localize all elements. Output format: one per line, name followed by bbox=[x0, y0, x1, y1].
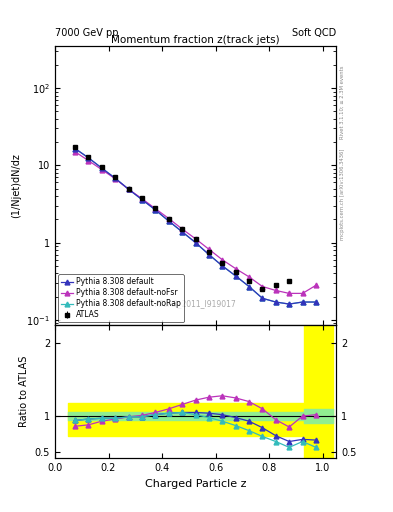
Pythia 8.308 default-noFsr bbox=[73, 148, 77, 155]
Pythia 8.308 default bbox=[300, 299, 305, 305]
Pythia 8.308 default bbox=[166, 218, 171, 224]
Pythia 8.308 default-noFsr bbox=[140, 196, 144, 202]
Line: Pythia 8.308 default-noFsr: Pythia 8.308 default-noFsr bbox=[73, 150, 318, 296]
Text: 7000 GeV pp: 7000 GeV pp bbox=[55, 28, 119, 38]
Pythia 8.308 default-noRap bbox=[300, 299, 305, 305]
Pythia 8.308 default-noFsr bbox=[113, 176, 118, 182]
Pythia 8.308 default-noRap bbox=[180, 229, 184, 235]
Pythia 8.308 default-noFsr bbox=[126, 186, 131, 193]
Pythia 8.308 default bbox=[73, 145, 77, 152]
Pythia 8.308 default bbox=[314, 299, 318, 305]
Pythia 8.308 default bbox=[113, 175, 118, 181]
Y-axis label: (1/Njet)dN/dz: (1/Njet)dN/dz bbox=[11, 153, 21, 218]
Pythia 8.308 default-noFsr bbox=[166, 216, 171, 222]
Pythia 8.308 default-noFsr bbox=[247, 274, 252, 280]
Pythia 8.308 default bbox=[126, 186, 131, 193]
Pythia 8.308 default-noFsr bbox=[153, 206, 158, 212]
Pythia 8.308 default-noRap bbox=[153, 207, 158, 213]
Pythia 8.308 default-noRap bbox=[207, 251, 211, 258]
Pythia 8.308 default bbox=[86, 155, 91, 161]
Pythia 8.308 default-noRap bbox=[314, 299, 318, 305]
Pythia 8.308 default bbox=[247, 284, 252, 290]
Pythia 8.308 default-noFsr bbox=[287, 290, 292, 296]
Pythia 8.308 default bbox=[260, 295, 265, 302]
Pythia 8.308 default bbox=[153, 207, 158, 213]
Pythia 8.308 default-noFsr bbox=[300, 290, 305, 296]
Title: Momentum fraction z(track jets): Momentum fraction z(track jets) bbox=[111, 35, 280, 45]
Pythia 8.308 default-noRap bbox=[260, 295, 265, 302]
Pythia 8.308 default bbox=[287, 301, 292, 307]
Pythia 8.308 default-noRap bbox=[140, 197, 144, 203]
Pythia 8.308 default-noRap bbox=[86, 155, 91, 161]
Line: Pythia 8.308 default-noRap: Pythia 8.308 default-noRap bbox=[73, 146, 318, 307]
Pythia 8.308 default-noFsr bbox=[274, 287, 278, 293]
Pythia 8.308 default bbox=[233, 273, 238, 279]
Pythia 8.308 default-noFsr bbox=[207, 246, 211, 252]
Pythia 8.308 default-noRap bbox=[166, 218, 171, 224]
Pythia 8.308 default bbox=[140, 197, 144, 203]
Pythia 8.308 default-noRap bbox=[220, 263, 225, 269]
Text: mcplots.cern.ch [arXiv:1306.3436]: mcplots.cern.ch [arXiv:1306.3436] bbox=[340, 149, 345, 240]
Line: Pythia 8.308 default: Pythia 8.308 default bbox=[73, 146, 318, 307]
Pythia 8.308 default bbox=[220, 263, 225, 269]
X-axis label: Charged Particle z: Charged Particle z bbox=[145, 479, 246, 488]
Pythia 8.308 default-noRap bbox=[247, 284, 252, 290]
Pythia 8.308 default bbox=[193, 240, 198, 246]
Pythia 8.308 default-noFsr bbox=[86, 158, 91, 164]
Y-axis label: Ratio to ATLAS: Ratio to ATLAS bbox=[19, 356, 29, 428]
Pythia 8.308 default-noFsr bbox=[260, 284, 265, 290]
Text: Rivet 3.1.10; ≥ 2.3M events: Rivet 3.1.10; ≥ 2.3M events bbox=[340, 66, 345, 139]
Pythia 8.308 default-noFsr bbox=[99, 166, 104, 173]
Text: Soft QCD: Soft QCD bbox=[292, 28, 336, 38]
Pythia 8.308 default-noRap bbox=[126, 186, 131, 193]
Pythia 8.308 default-noRap bbox=[287, 301, 292, 307]
Legend: Pythia 8.308 default, Pythia 8.308 default-noFsr, Pythia 8.308 default-noRap, AT: Pythia 8.308 default, Pythia 8.308 defau… bbox=[58, 274, 184, 322]
Pythia 8.308 default-noRap bbox=[193, 240, 198, 246]
Pythia 8.308 default bbox=[274, 299, 278, 305]
Pythia 8.308 default-noFsr bbox=[314, 282, 318, 288]
Pythia 8.308 default-noRap bbox=[233, 273, 238, 279]
Pythia 8.308 default bbox=[207, 251, 211, 258]
Pythia 8.308 default-noFsr bbox=[180, 226, 184, 232]
Pythia 8.308 default-noRap bbox=[113, 175, 118, 181]
Pythia 8.308 default-noRap bbox=[99, 165, 104, 171]
Pythia 8.308 default-noRap bbox=[274, 299, 278, 305]
Pythia 8.308 default bbox=[180, 229, 184, 235]
Pythia 8.308 default-noFsr bbox=[233, 266, 238, 272]
Pythia 8.308 default bbox=[99, 165, 104, 171]
Text: ATLAS_2011_I919017: ATLAS_2011_I919017 bbox=[154, 300, 237, 309]
Pythia 8.308 default-noRap bbox=[73, 145, 77, 152]
Pythia 8.308 default-noFsr bbox=[220, 257, 225, 263]
Pythia 8.308 default-noFsr bbox=[193, 236, 198, 242]
